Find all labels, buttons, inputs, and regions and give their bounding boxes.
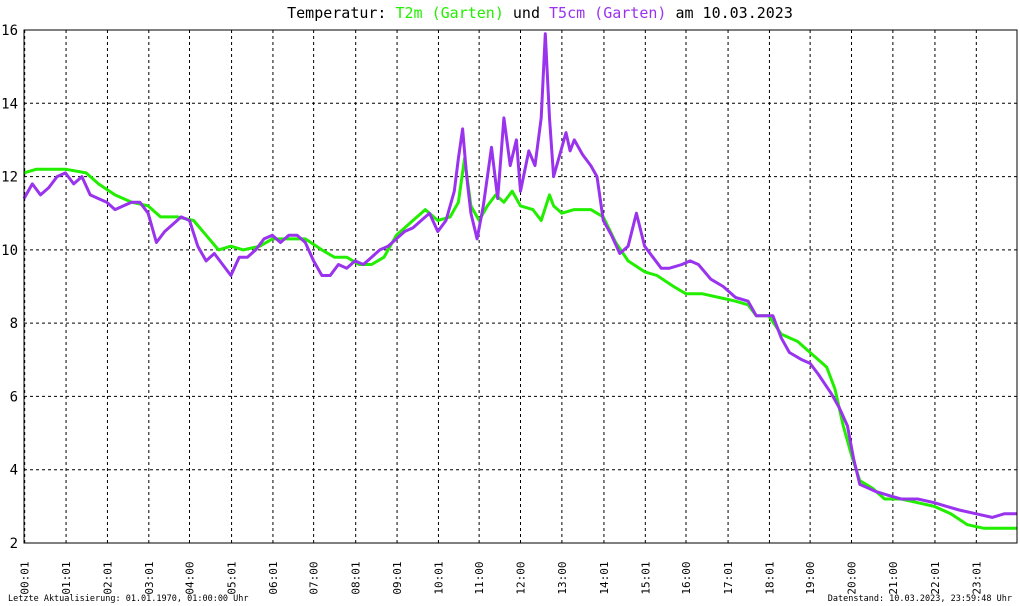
y-tick-label: 2 [10, 536, 18, 552]
plot-frame [23, 29, 1018, 544]
x-tick-label: 18:01 [763, 561, 776, 594]
x-tick-label: 20:00 [846, 561, 859, 594]
x-tick-label: 03:01 [143, 561, 156, 594]
x-tick-label: 05:01 [226, 561, 239, 594]
x-tick-label: 16:00 [680, 561, 693, 594]
y-tick-label: 16 [1, 23, 18, 39]
x-tick-label: 12:00 [515, 561, 528, 594]
y-tick-label: 12 [1, 170, 18, 186]
title-series-t2m: T2m (Garten) [396, 4, 504, 22]
title-prefix: Temperatur: [287, 4, 395, 22]
grid-lines [24, 30, 1017, 543]
x-tick-label: 17:01 [722, 561, 735, 594]
x-tick-label: 23:01 [970, 561, 983, 594]
x-tick-label: 01:01 [60, 561, 73, 594]
x-tick-labels: 00:01 01:01 02:01 03:01 04:00 05:01 06:01 07:00… [19, 561, 984, 594]
x-tick-label: 14:01 [598, 561, 611, 594]
y-tick-label: 8 [10, 316, 18, 332]
x-tick-label: 21:00 [887, 561, 900, 594]
series-line-t5cm [22, 32, 1017, 519]
plot-border [23, 29, 1018, 544]
title-suffix: am 10.03.2023 [666, 4, 792, 22]
x-tick-label: 10:01 [432, 561, 445, 594]
x-tick-label: 08:01 [350, 561, 363, 594]
y-tick-label: 4 [10, 463, 18, 479]
y-tick-label: 14 [1, 96, 18, 112]
x-tick-label: 15:01 [639, 561, 652, 594]
x-tick-label: 09:01 [391, 561, 404, 594]
x-tick-label: 19:00 [804, 561, 817, 594]
x-tick-label: 22:01 [929, 561, 942, 594]
x-tick-label: 00:01 [19, 561, 32, 594]
y-tick-label: 6 [10, 389, 18, 405]
chart-title: Temperatur: T2m (Garten) und T5cm (Garte… [287, 4, 793, 22]
y-tick-labels: 2 4 6 8 10 12 14 16 [1, 23, 18, 552]
footer-last-update: Letzte Aktualisierung: 01.01.1970, 01:00… [8, 594, 249, 604]
x-tick-label: 02:01 [101, 561, 114, 594]
title-series-t5cm: T5cm (Garten) [549, 4, 666, 22]
x-tick-label: 07:00 [308, 561, 321, 594]
x-tick-label: 04:00 [184, 561, 197, 594]
x-tick-label: 11:00 [473, 561, 486, 594]
x-tick-label: 06:01 [267, 561, 280, 594]
y-tick-label: 10 [1, 243, 18, 259]
series-line-t2m [23, 156, 1017, 530]
series-lines [22, 32, 1017, 530]
title-connector: und [504, 4, 549, 22]
x-tick-label: 13:00 [556, 561, 569, 594]
footer-data-status: Datenstand: 10.03.2023, 23:59:48 Uhr [828, 594, 1012, 604]
